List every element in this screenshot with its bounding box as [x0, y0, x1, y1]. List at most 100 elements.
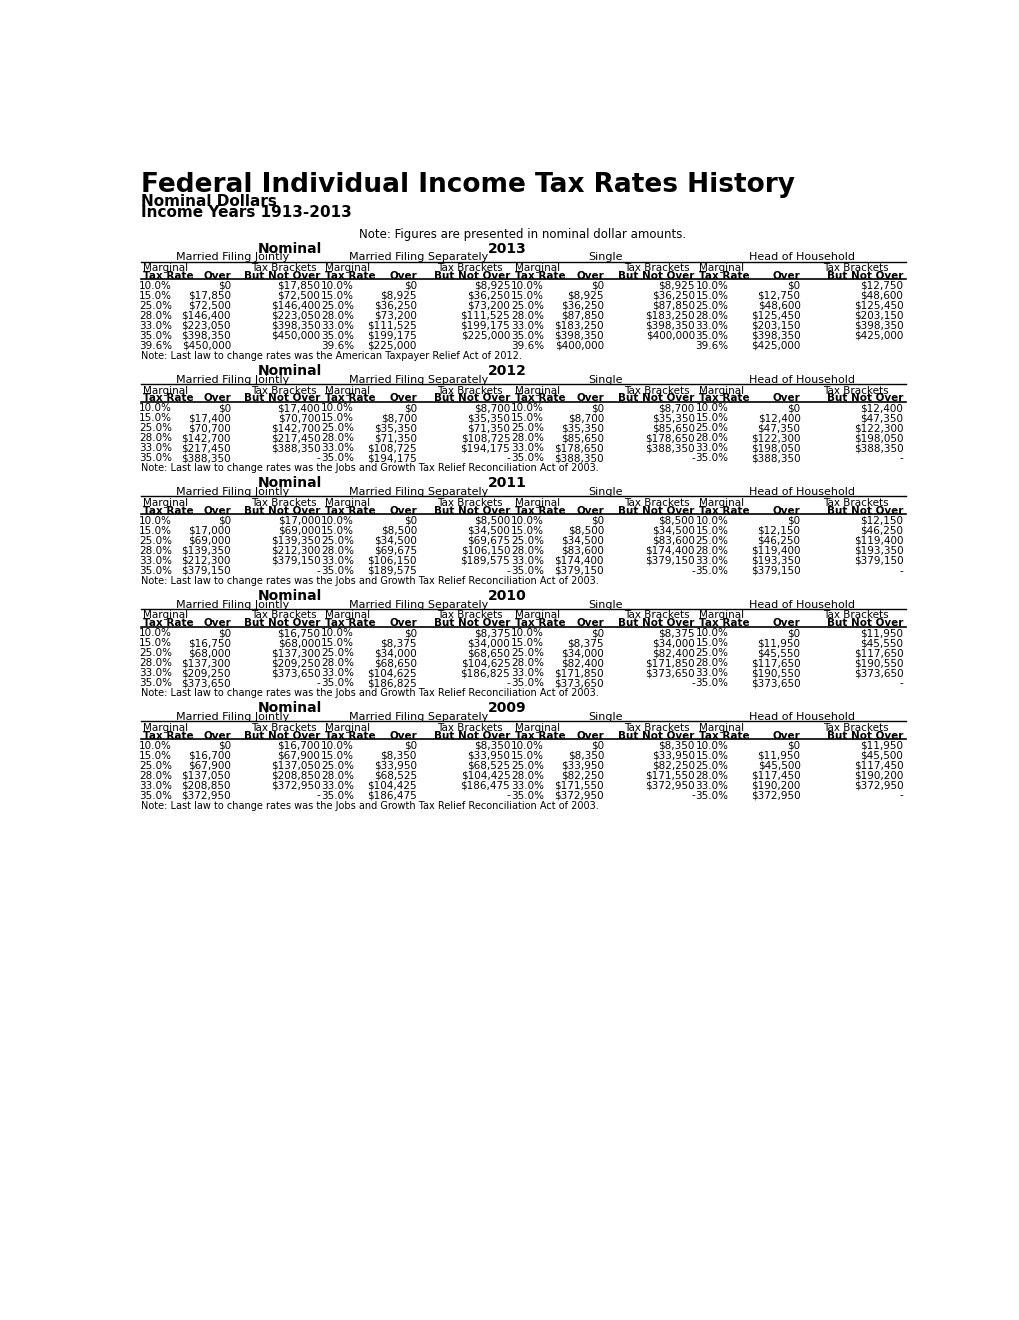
Text: 39.6%: 39.6% [321, 341, 354, 351]
Text: But Not Over: But Not Over [618, 618, 694, 628]
Text: $35,350: $35,350 [467, 413, 510, 424]
Text: Nominal: Nominal [258, 477, 322, 491]
Text: Tax Rate: Tax Rate [515, 506, 566, 516]
Text: 35.0%: 35.0% [695, 791, 728, 800]
Text: $199,175: $199,175 [461, 321, 510, 331]
Text: Marginal: Marginal [515, 498, 559, 508]
Text: 25.0%: 25.0% [695, 760, 728, 771]
Text: $12,150: $12,150 [859, 516, 903, 525]
Text: $35,350: $35,350 [560, 424, 603, 433]
Text: 25.0%: 25.0% [139, 301, 172, 310]
Text: Marginal: Marginal [143, 498, 187, 508]
Text: But Not Over: But Not Over [244, 618, 320, 628]
Text: $16,700: $16,700 [187, 751, 230, 760]
Text: Tax Rate: Tax Rate [699, 618, 749, 628]
Text: But Not Over: But Not Over [618, 271, 694, 281]
Text: $190,550: $190,550 [853, 659, 903, 668]
Text: Single: Single [588, 375, 623, 384]
Text: 28.0%: 28.0% [695, 545, 728, 556]
Text: $47,350: $47,350 [757, 424, 800, 433]
Text: $198,050: $198,050 [853, 433, 903, 444]
Text: 15.0%: 15.0% [139, 638, 172, 648]
Text: $104,425: $104,425 [367, 780, 417, 791]
Text: -: - [317, 566, 320, 576]
Text: Marginal: Marginal [699, 263, 744, 273]
Text: 25.0%: 25.0% [695, 648, 728, 659]
Text: Note: Last law to change rates was the Jobs and Growth Tax Relief Reconciliation: Note: Last law to change rates was the J… [142, 576, 598, 586]
Text: $372,950: $372,950 [181, 791, 230, 800]
Text: $379,150: $379,150 [271, 556, 320, 566]
Text: -: - [506, 566, 510, 576]
Text: 25.0%: 25.0% [139, 648, 172, 659]
Text: $0: $0 [787, 628, 800, 638]
Text: $82,250: $82,250 [560, 771, 603, 780]
Text: Marginal: Marginal [143, 723, 187, 733]
Text: $400,000: $400,000 [554, 341, 603, 351]
Text: 25.0%: 25.0% [321, 648, 354, 659]
Text: $186,825: $186,825 [367, 678, 417, 688]
Text: 10.0%: 10.0% [321, 281, 354, 290]
Text: $193,350: $193,350 [853, 545, 903, 556]
Text: 10.0%: 10.0% [695, 741, 728, 751]
Text: $12,750: $12,750 [757, 290, 800, 301]
Text: $8,700: $8,700 [658, 404, 694, 413]
Text: $372,950: $372,950 [645, 780, 694, 791]
Text: $67,900: $67,900 [187, 760, 230, 771]
Text: 28.0%: 28.0% [511, 433, 543, 444]
Text: 10.0%: 10.0% [139, 516, 171, 525]
Text: -: - [506, 678, 510, 688]
Text: Marginal: Marginal [699, 498, 744, 508]
Text: Married Filing Jointly: Married Filing Jointly [175, 375, 288, 384]
Text: 15.0%: 15.0% [695, 638, 728, 648]
Text: -: - [899, 453, 903, 463]
Text: $194,175: $194,175 [461, 444, 510, 453]
Text: $398,350: $398,350 [853, 321, 903, 331]
Text: Over: Over [203, 393, 230, 403]
Text: $373,650: $373,650 [554, 678, 603, 688]
Text: 25.0%: 25.0% [695, 301, 728, 310]
Text: But Not Over: But Not Over [618, 506, 694, 516]
Text: $117,450: $117,450 [750, 771, 800, 780]
Text: Note: Last law to change rates was the American Taxpayer Relief Act of 2012.: Note: Last law to change rates was the A… [142, 351, 522, 360]
Text: $8,500: $8,500 [474, 516, 510, 525]
Text: $104,425: $104,425 [461, 771, 510, 780]
Text: $398,350: $398,350 [271, 321, 320, 331]
Text: But Not Over: But Not Over [244, 730, 320, 741]
Text: $208,850: $208,850 [271, 771, 320, 780]
Text: 10.0%: 10.0% [695, 404, 728, 413]
Text: Tax Brackets: Tax Brackets [822, 385, 888, 396]
Text: $0: $0 [787, 516, 800, 525]
Text: 28.0%: 28.0% [511, 545, 543, 556]
Text: Over: Over [772, 506, 800, 516]
Text: $8,350: $8,350 [658, 741, 694, 751]
Text: 35.0%: 35.0% [695, 331, 728, 341]
Text: Marginal: Marginal [515, 723, 559, 733]
Text: 2009: 2009 [487, 701, 526, 715]
Text: $8,925: $8,925 [474, 281, 510, 290]
Text: $69,000: $69,000 [189, 536, 230, 545]
Text: $111,525: $111,525 [461, 312, 510, 321]
Text: 25.0%: 25.0% [511, 424, 543, 433]
Text: $372,950: $372,950 [271, 780, 320, 791]
Text: $217,450: $217,450 [271, 433, 320, 444]
Text: $35,350: $35,350 [651, 413, 694, 424]
Text: 33.0%: 33.0% [321, 444, 354, 453]
Text: $8,925: $8,925 [657, 281, 694, 290]
Text: 28.0%: 28.0% [139, 771, 172, 780]
Text: $190,550: $190,550 [750, 668, 800, 678]
Text: Tax Rate: Tax Rate [325, 271, 375, 281]
Text: 15.0%: 15.0% [321, 638, 354, 648]
Text: $379,150: $379,150 [853, 556, 903, 566]
Text: $0: $0 [590, 516, 603, 525]
Text: Over: Over [389, 506, 417, 516]
Text: Single: Single [588, 252, 623, 263]
Text: 15.0%: 15.0% [511, 413, 543, 424]
Text: 25.0%: 25.0% [695, 424, 728, 433]
Text: 10.0%: 10.0% [511, 516, 543, 525]
Text: $8,375: $8,375 [567, 638, 603, 648]
Text: Nominal: Nominal [258, 364, 322, 378]
Text: $137,300: $137,300 [271, 648, 320, 659]
Text: $70,700: $70,700 [277, 413, 320, 424]
Text: $0: $0 [218, 628, 230, 638]
Text: 35.0%: 35.0% [511, 566, 543, 576]
